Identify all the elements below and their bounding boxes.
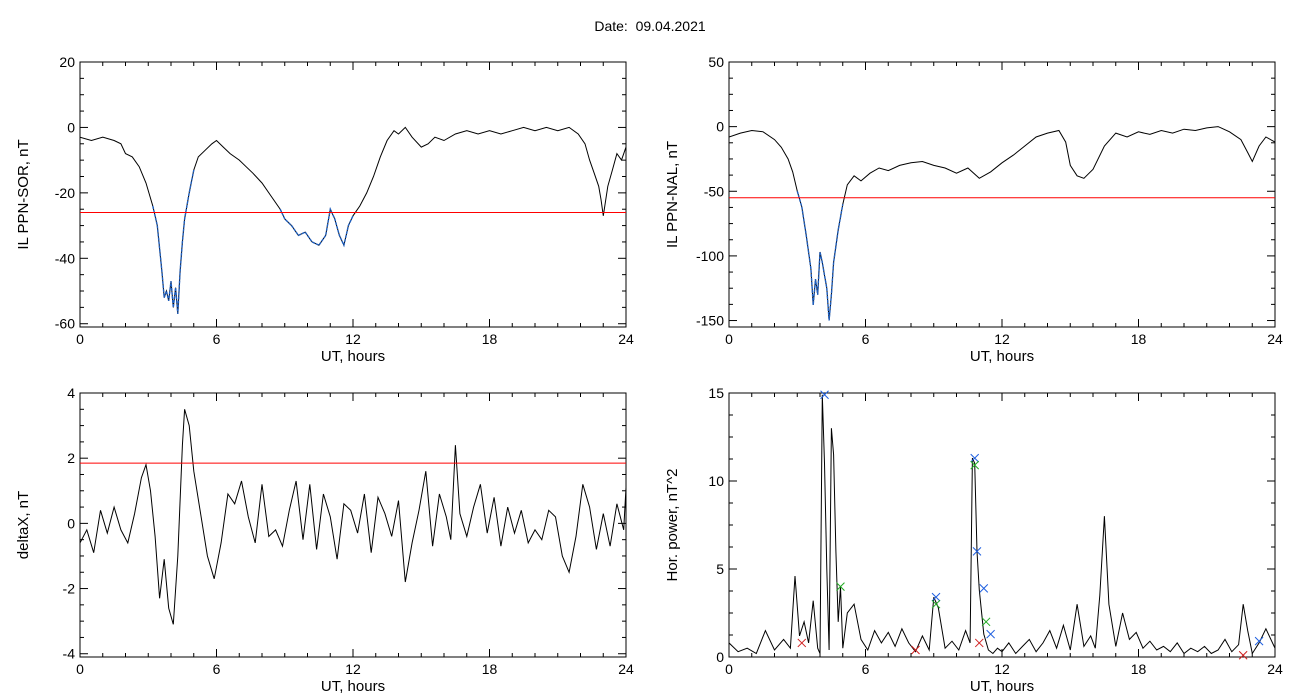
p4-xtick-label: 6 <box>862 661 870 677</box>
p2-ytick-label: 50 <box>708 54 724 70</box>
p4-marker <box>970 460 980 470</box>
page-title: Date: 09.04.2021 <box>0 18 1300 34</box>
p4-marker <box>1254 636 1264 646</box>
p2-ylabel: IL PPN-NAL, nT <box>664 141 681 248</box>
p1-ytick-label: -20 <box>55 185 75 201</box>
p2-plot-area <box>729 126 1275 321</box>
p4-ytick-label: 0 <box>716 649 724 665</box>
p1-frame <box>79 61 627 328</box>
p4-marker-stroke <box>1254 636 1264 646</box>
p1-series-line <box>80 126 626 314</box>
p1-ytick-label: 0 <box>67 119 75 135</box>
p4-marker <box>979 584 989 593</box>
p4-marker <box>986 629 995 639</box>
p2-xtick-label: 12 <box>994 331 1010 347</box>
p3-ytick-label: -2 <box>63 581 76 597</box>
p2-xtick-label: 0 <box>725 331 733 347</box>
p4-series-line <box>729 394 1275 655</box>
p4-marker <box>836 582 845 591</box>
p1-ylabel: IL PPN-SOR, nT <box>15 139 32 249</box>
p3-xtick-label: 6 <box>213 661 221 677</box>
p3-plot-area <box>80 409 626 625</box>
p3-panel: 0 6 12 18 24 4 2 0 -2 -4 UT, hours deltaX, nT <box>15 385 634 695</box>
p4-marker <box>1238 650 1248 660</box>
p4-marker-stroke <box>979 584 989 593</box>
p3-xtick-label: 24 <box>618 661 634 677</box>
p4-marker-stroke <box>972 547 982 556</box>
p2-xlabel: UT, hours <box>970 348 1034 365</box>
p4-marker <box>970 453 980 463</box>
p1-xtick-label: 24 <box>618 331 634 347</box>
p4-marker <box>797 638 807 648</box>
p3-series-line <box>80 409 626 625</box>
p2-xtick-label: 6 <box>862 331 870 347</box>
p4-ylabel: Hor. power, nT^2 <box>664 469 681 582</box>
p1-xtick-label: 6 <box>213 331 221 347</box>
p1-highlight-line <box>279 206 354 248</box>
p4-marker <box>931 592 941 602</box>
p4-marker-stroke <box>970 453 980 463</box>
p2-xtick-label: 24 <box>1267 331 1283 347</box>
p4-plot-area <box>729 394 1275 655</box>
p3-frame <box>79 392 627 658</box>
p3-xtick-label: 18 <box>482 661 498 677</box>
p4-xtick-label: 18 <box>1131 661 1147 677</box>
p4-xtick-label: 0 <box>725 661 733 677</box>
p4-marker <box>820 390 829 400</box>
p4-marker-stroke <box>797 638 807 648</box>
p1-ytick-label: 20 <box>59 54 75 70</box>
p3-xlabel: UT, hours <box>321 678 385 695</box>
p4-marker-stroke <box>974 638 984 648</box>
date-label: Date: <box>594 18 628 34</box>
p4-marker <box>911 645 920 655</box>
p2-highlight-line <box>796 191 844 321</box>
p4-marker-stroke <box>970 460 980 470</box>
date-value: 09.04.2021 <box>635 18 706 34</box>
p3-ytick-label: 4 <box>67 385 75 401</box>
p4-xlabel: UT, hours <box>970 678 1034 695</box>
p4-panel: 0 6 12 18 24 15 10 5 0 UT, hours Hor. power, nT^2 <box>664 385 1283 695</box>
p4-ytick-label: 15 <box>708 385 724 401</box>
p3-ylabel: deltaX, nT <box>15 491 32 559</box>
p4-marker-stroke <box>1238 650 1248 660</box>
p4-marker <box>972 547 982 556</box>
p4-ytick-label: 5 <box>716 561 724 577</box>
p1-plot-area <box>80 126 626 314</box>
p3-ytick-label: 2 <box>67 450 75 466</box>
p1-xlabel: UT, hours <box>321 348 385 365</box>
p4-marker <box>974 638 984 648</box>
p4-marker-stroke <box>911 645 920 655</box>
p2-xtick-label: 18 <box>1131 331 1147 347</box>
p1-panel: 0 6 12 18 24 20 0 -20 -40 -60 UT, hours IL PPN-SOR,… <box>15 54 634 365</box>
p4-marker-stroke <box>836 582 845 591</box>
p1-xtick-label: 18 <box>482 331 498 347</box>
p3-xtick-label: 0 <box>76 661 84 677</box>
p2-frame <box>728 61 1276 328</box>
p3-xtick-label: 12 <box>345 661 361 677</box>
p4-marker <box>931 599 941 609</box>
p4-marker-stroke <box>931 599 941 609</box>
p4-marker <box>981 617 991 627</box>
p3-ytick-label: -4 <box>63 646 76 662</box>
p1-ytick-label: -60 <box>55 316 75 332</box>
p3-ytick-label: 0 <box>67 515 75 531</box>
p4-xtick-label: 12 <box>994 661 1010 677</box>
p1-ytick-label: -40 <box>55 250 75 266</box>
p1-xtick-label: 0 <box>76 331 84 347</box>
p4-marker-stroke <box>820 390 829 400</box>
p2-ytick-label: -50 <box>704 183 724 199</box>
p1-highlight-line <box>152 169 195 314</box>
p4-ytick-label: 10 <box>708 473 724 489</box>
p4-marker-stroke <box>931 592 941 602</box>
p2-ytick-label: 0 <box>716 119 724 135</box>
p4-marker-stroke <box>981 617 991 627</box>
p2-series-line <box>729 126 1275 321</box>
p2-panel: 0 6 12 18 24 50 0 -50 -100 -150 UT, hours IL PPN-NA… <box>664 54 1283 365</box>
p1-xtick-label: 12 <box>345 331 361 347</box>
p4-xtick-label: 24 <box>1267 661 1283 677</box>
p4-marker-stroke <box>986 629 995 639</box>
p2-ytick-label: -100 <box>696 248 724 264</box>
p2-ytick-label: -150 <box>696 313 724 329</box>
